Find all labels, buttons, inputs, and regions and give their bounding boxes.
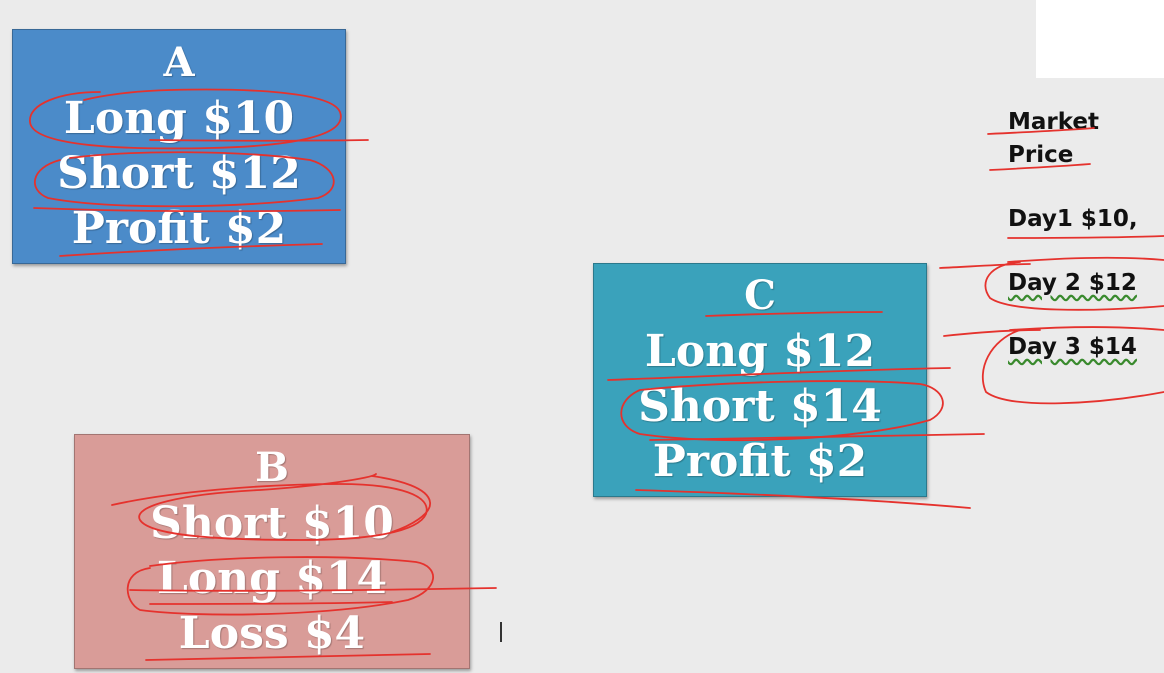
market-day-2: Day 2 $12 [1008,270,1137,296]
white-panel [1036,0,1164,78]
box-c-line-2: Short $14 [638,381,882,432]
box-a-line-1: Long $10 [63,92,295,144]
scenario-box-a: A Long $10 Short $12 Profit $2 [12,29,346,264]
ink-line-day1 [1007,235,1164,239]
box-c-heading: C [744,272,776,319]
box-b-line-1: Short $10 [150,497,394,549]
box-a-line-3: Profit $2 [71,202,287,254]
box-b-heading: B [255,443,289,491]
market-day-1: Day1 $10, [1008,206,1138,232]
ink-circle-day3-top [1009,326,1164,331]
box-b-line-3: Loss $4 [178,607,366,659]
market-price-panel: Market Price Day1 $10, Day 2 $12 Day 3 $… [1008,106,1164,360]
text-cursor [500,622,502,642]
scenario-box-c: C Long $12 Short $14 Profit $2 [593,263,927,497]
market-title-line-2: Price [1008,142,1074,168]
ink-circle-day2-top [1007,256,1164,263]
box-b-line-2: Long $14 [156,552,388,604]
market-title-line-1: Market [1008,109,1100,135]
scenario-box-b: B Short $10 Long $14 Loss $4 [74,434,470,669]
box-a-heading: A [163,38,195,86]
box-c-line-3: Profit $2 [652,436,868,487]
box-c-line-1: Long $12 [644,326,876,377]
market-day-3: Day 3 $14 [1008,334,1137,360]
ink-line-to-day2 [939,263,1031,269]
box-a-line-2: Short $12 [57,147,301,199]
